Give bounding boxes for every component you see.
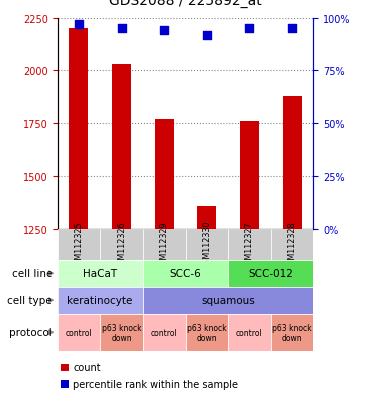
Bar bbox=[143, 229, 186, 260]
Text: protocol: protocol bbox=[9, 328, 52, 337]
Bar bbox=[228, 260, 313, 287]
Point bbox=[289, 26, 295, 32]
Text: p63 knock
down: p63 knock down bbox=[272, 323, 312, 342]
Text: GSM112325: GSM112325 bbox=[74, 221, 83, 269]
Bar bbox=[100, 314, 143, 351]
Point bbox=[204, 32, 210, 39]
Text: cell line: cell line bbox=[12, 268, 52, 279]
Point bbox=[76, 21, 82, 28]
Bar bbox=[228, 314, 271, 351]
Bar bbox=[58, 229, 100, 260]
Bar bbox=[155, 120, 174, 229]
Bar bbox=[186, 314, 228, 351]
Point bbox=[119, 26, 125, 32]
Text: GDS2088 / 225892_at: GDS2088 / 225892_at bbox=[109, 0, 262, 8]
Bar bbox=[58, 314, 100, 351]
Text: cell type: cell type bbox=[7, 295, 52, 306]
Bar bbox=[143, 260, 228, 287]
Text: percentile rank within the sample: percentile rank within the sample bbox=[73, 379, 238, 389]
Text: SCC-6: SCC-6 bbox=[170, 268, 201, 279]
Text: p63 knock
down: p63 knock down bbox=[187, 323, 227, 342]
Bar bbox=[143, 314, 186, 351]
Bar bbox=[186, 229, 228, 260]
Point bbox=[161, 28, 167, 35]
Bar bbox=[283, 97, 302, 229]
Bar bbox=[143, 287, 313, 314]
Bar bbox=[271, 229, 313, 260]
Text: control: control bbox=[151, 328, 178, 337]
Text: keratinocyte: keratinocyte bbox=[68, 295, 133, 306]
Text: control: control bbox=[65, 328, 92, 337]
Bar bbox=[100, 229, 143, 260]
Text: squamous: squamous bbox=[201, 295, 255, 306]
Text: control: control bbox=[236, 328, 263, 337]
Bar bbox=[228, 229, 271, 260]
Bar bbox=[58, 287, 143, 314]
Text: GSM112326: GSM112326 bbox=[117, 221, 126, 269]
Bar bbox=[271, 314, 313, 351]
Text: p63 knock
down: p63 knock down bbox=[102, 323, 141, 342]
Bar bbox=[58, 260, 143, 287]
Bar bbox=[240, 122, 259, 229]
Text: GSM112329: GSM112329 bbox=[160, 221, 169, 269]
Text: count: count bbox=[73, 363, 101, 373]
Text: GSM112327: GSM112327 bbox=[245, 221, 254, 269]
Point bbox=[247, 26, 253, 32]
Text: SCC-012: SCC-012 bbox=[249, 268, 293, 279]
Bar bbox=[69, 29, 88, 229]
Bar bbox=[197, 206, 216, 229]
Bar bbox=[112, 65, 131, 229]
Text: GSM112328: GSM112328 bbox=[288, 221, 297, 269]
Text: HaCaT: HaCaT bbox=[83, 268, 117, 279]
Text: GSM112330: GSM112330 bbox=[202, 221, 211, 269]
